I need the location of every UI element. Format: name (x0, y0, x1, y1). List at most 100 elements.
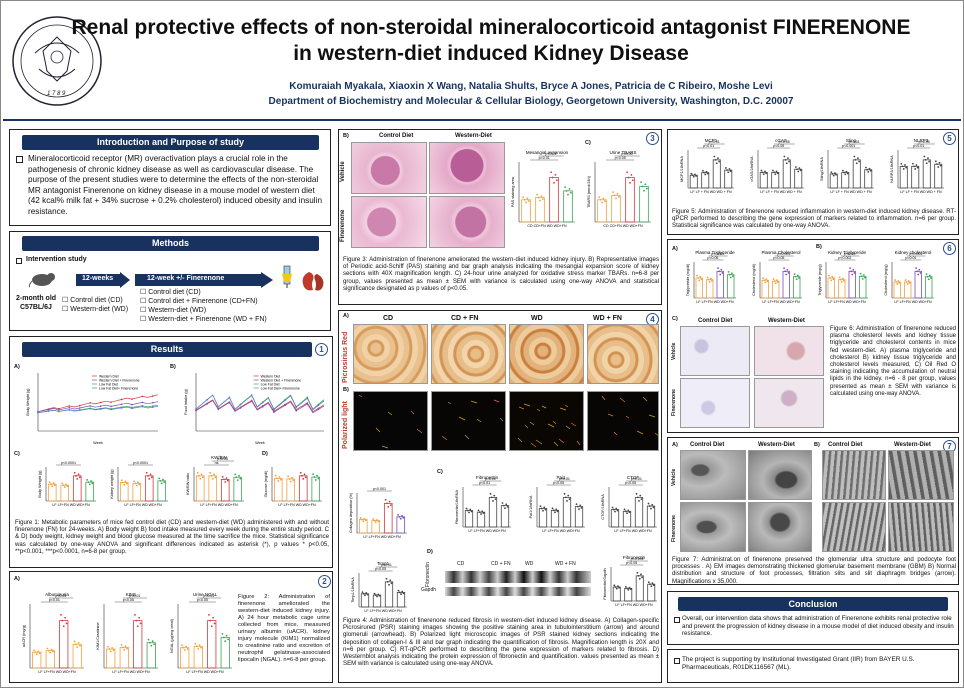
series-line (195, 400, 325, 414)
data-point (859, 272, 862, 275)
data-point (38, 652, 41, 655)
x-categories: LF LF+FN WD WD+FN (38, 670, 76, 674)
bar (59, 620, 69, 669)
fig2-panel-a: A) (14, 576, 20, 582)
data-point (937, 166, 940, 168)
data-point (62, 484, 65, 487)
data-point (705, 170, 708, 173)
fig7-em-image-1 (680, 450, 746, 500)
x-categories: LF LF+FN WD WD+FN (615, 603, 653, 607)
series-point (120, 407, 123, 409)
data-point (718, 270, 721, 273)
axis-label: uACR (mg/g) (22, 624, 26, 647)
data-point (149, 473, 152, 476)
data-point (477, 509, 480, 512)
data-point (864, 166, 867, 169)
data-point (539, 199, 541, 202)
data-point (724, 167, 727, 169)
data-point (108, 648, 111, 650)
axis-label: Week (255, 441, 265, 445)
data-point (614, 586, 617, 588)
data-point (47, 649, 50, 652)
series-point (228, 396, 231, 399)
data-point (764, 170, 766, 173)
sig-label: p<0.01 (703, 144, 714, 148)
data-point (65, 622, 68, 625)
data-point (857, 157, 859, 160)
bar (827, 277, 835, 299)
bar (904, 281, 912, 299)
data-point (492, 500, 494, 502)
bar (914, 270, 922, 299)
collagen-streak (523, 403, 531, 407)
fig7-em-image-2 (748, 450, 812, 500)
sig-label: p<0.05 (615, 156, 626, 160)
bar (612, 586, 621, 602)
fig6-section: 6 A) B) Plasma Triglyceride p<0.05 p<0.001… (667, 239, 959, 433)
data-point (617, 196, 620, 198)
bar (794, 168, 803, 189)
fig4-section: 4 A) CD CD + FN WD WD + FN Picrosirius R… (338, 310, 662, 683)
data-point (540, 507, 543, 510)
data-point (364, 519, 367, 522)
data-point (74, 643, 77, 646)
data-point (150, 644, 153, 647)
sig-label: p<0.05 (123, 598, 134, 602)
bar (893, 281, 901, 299)
data-point (786, 268, 789, 271)
data-point (766, 280, 769, 283)
series-point (195, 408, 197, 410)
collagen-streak (476, 418, 482, 423)
data-point (181, 644, 183, 647)
fig6-panel-a: A) (672, 246, 678, 252)
data-point (771, 169, 774, 172)
fig3-section: 3 B) C) Control Diet Western-Diet Vehicl… (338, 129, 662, 305)
collagen-streak (447, 401, 452, 405)
data-point (926, 275, 929, 278)
bar (220, 637, 230, 669)
data-point (934, 160, 937, 163)
sig-label: p<0.01 (485, 477, 496, 481)
fig5-caption: Figure 5: Administration of finerenone r… (672, 208, 956, 230)
data-point (616, 509, 619, 512)
bar (208, 475, 218, 502)
data-point (640, 181, 643, 184)
series-point (317, 407, 320, 410)
axis-label: PAS staining area (511, 176, 515, 207)
axis-label: Timp1/18sRNA (351, 577, 355, 603)
data-point (715, 162, 718, 165)
bar (45, 650, 55, 669)
blot-band-fibronectin (445, 571, 591, 583)
data-point (708, 280, 711, 283)
collagen-streak (613, 431, 618, 436)
data-point (720, 268, 723, 271)
fig4-col-2: CD + FN (451, 315, 479, 322)
data-point (73, 640, 76, 643)
sig-label: p<0.05 (844, 252, 855, 256)
series-point (141, 395, 144, 398)
sig-label: p<0.05 (625, 481, 636, 485)
bar (550, 509, 560, 528)
data-point (235, 476, 238, 479)
collagen-streak (493, 399, 500, 403)
bar (72, 643, 82, 669)
series-point (99, 405, 102, 407)
data-point (292, 479, 295, 482)
fig3-col-western: Western-Diet (455, 133, 492, 139)
data-point (843, 279, 845, 282)
data-point (482, 512, 485, 514)
sig-label: p<0.01 (49, 598, 60, 602)
bar (207, 620, 217, 669)
data-point (709, 277, 712, 280)
data-point (225, 477, 228, 480)
collagen-streak (570, 422, 577, 427)
data-point (787, 272, 790, 274)
data-point (852, 268, 855, 271)
data-point (52, 482, 55, 485)
data-point (694, 173, 696, 176)
bar (146, 642, 156, 669)
sig-label: p<0.01 (913, 144, 924, 148)
bar (273, 477, 283, 502)
